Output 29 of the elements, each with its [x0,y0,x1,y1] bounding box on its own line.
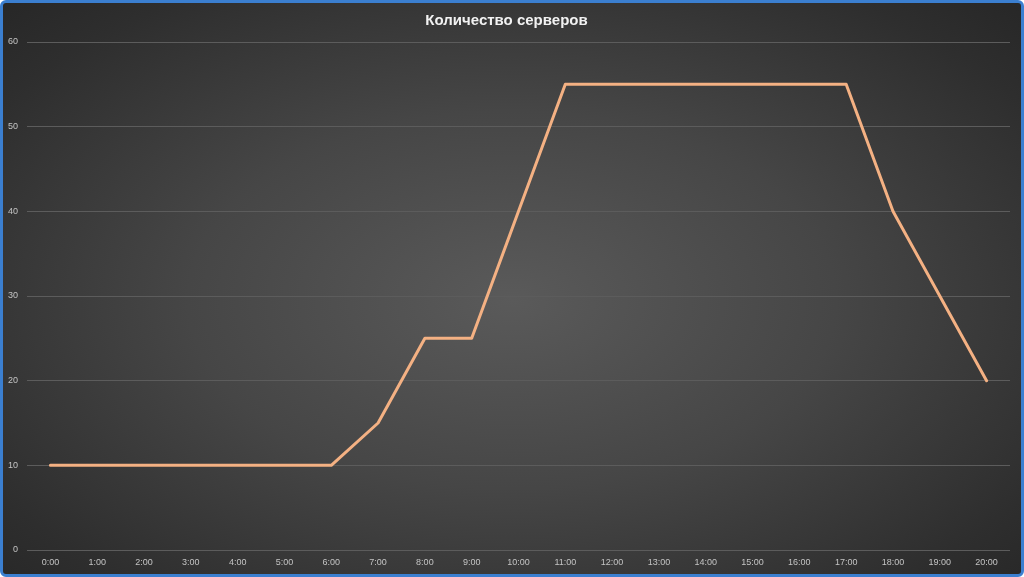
x-tick-label: 18:00 [881,556,905,567]
x-tick-label: 8:00 [416,556,434,567]
chart-title: Количество серверов [425,11,588,29]
y-tick-label: 50 [7,121,18,132]
x-tick-label: 5:00 [275,556,294,567]
x-tick-label: 13:00 [647,556,671,567]
x-tick-label: 12:00 [600,556,624,567]
x-tick-label: 17:00 [834,556,858,567]
x-tick-label: 2:00 [135,556,153,567]
y-tick-label: 20 [7,375,18,386]
x-tick-label: 0:00 [41,556,60,567]
x-tick-label: 15:00 [741,556,764,567]
x-tick-label: 11:00 [554,556,577,567]
x-tick-label: 6:00 [322,556,341,567]
y-tick-label: 0 [12,544,18,555]
x-tick-label: 20:00 [975,556,998,567]
x-tick-label: 1:00 [88,556,106,567]
x-tick-label: 14:00 [694,556,717,567]
y-tick-label: 60 [7,36,18,47]
y-tick-label: 30 [7,290,18,301]
x-tick-label: 10:00 [507,556,530,567]
y-tick-label: 10 [7,459,18,470]
x-tick-label: 3:00 [182,556,200,567]
x-tick-label: 16:00 [788,556,811,567]
x-tick-label: 4:00 [228,556,247,567]
x-tick-label: 19:00 [928,556,952,567]
x-tick-label: 9:00 [462,556,481,567]
y-tick-label: 40 [7,205,18,216]
x-tick-label: 7:00 [369,556,387,567]
